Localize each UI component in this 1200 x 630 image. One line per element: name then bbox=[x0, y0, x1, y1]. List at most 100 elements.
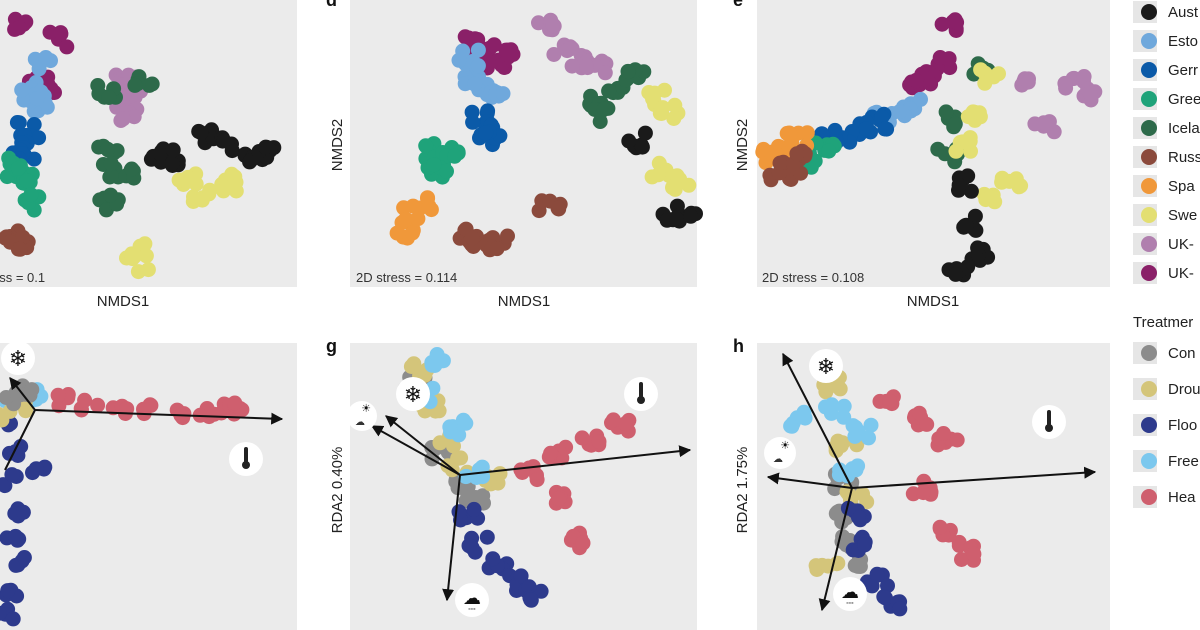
scatter-point bbox=[29, 91, 45, 107]
scatter-point bbox=[545, 17, 561, 33]
legend-marker bbox=[1141, 381, 1157, 397]
points-bot-left bbox=[0, 378, 250, 627]
scatter-point bbox=[115, 111, 131, 127]
svg-text:'''': '''' bbox=[846, 601, 854, 609]
scatter-point bbox=[667, 181, 683, 197]
scatter-point bbox=[669, 168, 685, 184]
scatter-point bbox=[941, 51, 957, 67]
scatter-point bbox=[954, 552, 969, 567]
scatter-point bbox=[90, 397, 106, 413]
scatter-point bbox=[564, 58, 580, 74]
scatter-point bbox=[617, 416, 633, 432]
arrow-freeze bbox=[9, 377, 36, 411]
scatter-point bbox=[455, 43, 471, 59]
scatter-point bbox=[861, 430, 876, 446]
snowflake-icon: ❄ bbox=[1, 341, 35, 375]
svg-text:❄: ❄ bbox=[817, 355, 835, 380]
scatter-point bbox=[601, 83, 617, 99]
arrow-drought bbox=[370, 425, 461, 476]
scatter-point bbox=[38, 50, 54, 65]
scatter-point bbox=[468, 490, 483, 505]
legend-label: Spa bbox=[1168, 178, 1195, 195]
scatter-point bbox=[550, 200, 566, 216]
scatter-point bbox=[103, 168, 119, 184]
scatter-point bbox=[0, 583, 16, 599]
scatter-point bbox=[124, 248, 140, 264]
scatter-point bbox=[8, 528, 23, 544]
scatter-point bbox=[621, 133, 637, 149]
scatter-point bbox=[130, 264, 146, 280]
scatter-point bbox=[453, 450, 469, 466]
scatter-point bbox=[500, 228, 515, 244]
scatter-point bbox=[948, 143, 964, 159]
arrow-freeze bbox=[782, 352, 853, 489]
snowflake-icon: ❄ bbox=[809, 349, 843, 383]
legend-label: UK- bbox=[1168, 265, 1194, 282]
scatter-point bbox=[971, 105, 987, 121]
scatter-point bbox=[10, 160, 26, 176]
scatter-point bbox=[470, 58, 486, 74]
scatter-point bbox=[103, 156, 119, 172]
scatter-point bbox=[458, 469, 474, 485]
scatter-point bbox=[948, 266, 964, 282]
panel-bot-left-bg bbox=[0, 343, 297, 630]
scatter-point bbox=[962, 133, 978, 149]
arrow-heat bbox=[851, 466, 1097, 489]
scatter-point bbox=[423, 202, 439, 218]
scatter-point bbox=[597, 65, 613, 81]
legend-label: Hea bbox=[1168, 489, 1196, 506]
scatter-point bbox=[216, 133, 232, 149]
scatter-point bbox=[575, 535, 591, 551]
y-axis-title-top-mid: NMDS2 bbox=[329, 119, 346, 172]
scatter-point bbox=[193, 125, 209, 141]
scatter-point bbox=[0, 605, 7, 621]
x-axis-title-top-right: NMDS1 bbox=[907, 293, 960, 310]
scatter-point bbox=[4, 467, 20, 483]
scatter-point bbox=[970, 240, 986, 256]
scatter-point bbox=[1001, 173, 1017, 189]
sun-cloud-icon: ☀ ☁ bbox=[764, 437, 796, 469]
legend-marker bbox=[1141, 453, 1157, 469]
scatter-point bbox=[501, 47, 517, 63]
scatter-point bbox=[596, 101, 612, 117]
scatter-point bbox=[832, 462, 848, 478]
scatter-point bbox=[227, 169, 243, 185]
scatter-point bbox=[429, 347, 445, 362]
scatter-point bbox=[858, 121, 874, 137]
scatter-point bbox=[531, 15, 546, 31]
legend-label: UK- bbox=[1168, 236, 1194, 253]
scatter-point bbox=[987, 194, 1003, 210]
arrow-flood bbox=[4, 409, 36, 471]
panel-label-d: d bbox=[326, 0, 337, 10]
scatter-point bbox=[426, 157, 442, 173]
legend-marker bbox=[1141, 120, 1157, 136]
points-bot-right bbox=[783, 369, 982, 617]
scatter-point bbox=[592, 114, 608, 129]
legend-marker bbox=[1141, 345, 1157, 361]
scatter-point bbox=[668, 210, 684, 226]
scatter-point bbox=[830, 433, 846, 449]
scatter-point bbox=[947, 116, 963, 132]
scatter-point bbox=[546, 47, 562, 62]
legend-marker bbox=[1141, 178, 1157, 194]
scatter-point bbox=[913, 91, 928, 107]
legend-label: Con bbox=[1168, 345, 1196, 362]
scatter-point bbox=[551, 491, 567, 507]
legend-treatment: Con Drou Floo Free Hea bbox=[1133, 342, 1200, 508]
scatter-point bbox=[14, 82, 30, 98]
scatter-point bbox=[966, 546, 982, 562]
scatter-point bbox=[202, 182, 218, 198]
legend-label: Free bbox=[1168, 453, 1199, 470]
legend-label: Esto bbox=[1168, 33, 1198, 50]
scatter-point bbox=[171, 172, 187, 188]
legend-label: Russ bbox=[1168, 149, 1200, 166]
arrow-flood bbox=[442, 474, 461, 602]
biplot-arrows-bot-mid bbox=[370, 415, 692, 602]
rain-cloud-icon: ☁ '''' bbox=[455, 583, 489, 617]
points-bot-mid bbox=[397, 347, 637, 608]
scatter-point bbox=[137, 236, 153, 252]
scatter-point bbox=[405, 198, 421, 214]
scatter-point bbox=[1057, 75, 1073, 91]
scatter-point bbox=[958, 217, 974, 233]
scatter-point bbox=[647, 85, 663, 101]
